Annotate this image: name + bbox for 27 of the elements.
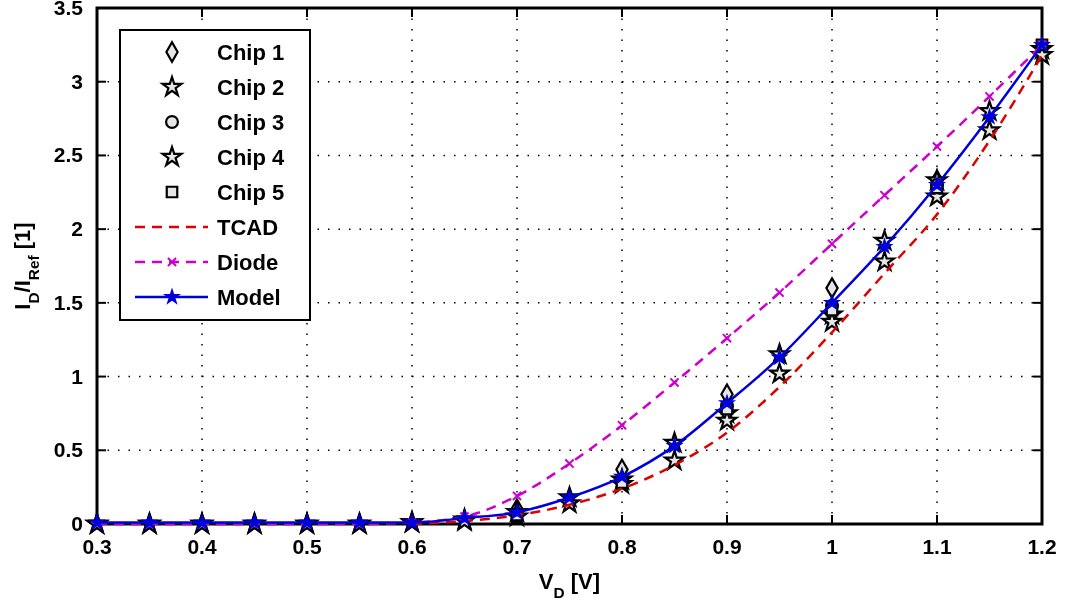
x-tick-label: 1.1 [922,535,952,558]
x-tick-label: 0.9 [712,535,742,558]
legend-label: Model [217,285,281,310]
legend-label: Chip 5 [217,180,285,205]
y-tick-label: 1 [71,364,84,388]
x-tick-label: 1.2 [1027,535,1057,558]
y-tick-label: 3 [71,69,83,93]
x-tick-label: 1 [826,535,839,558]
x-tick-label: 0.6 [397,535,427,558]
y-tick-label: 0.5 [53,438,84,462]
y-tick-label: 2 [71,217,83,241]
y-tick-label: 3.5 [53,0,84,19]
y-tick-label: 2.5 [53,143,84,167]
x-tick-label: 0.5 [292,535,322,558]
x-tick-label: 0.4 [187,535,217,558]
x-axis-title: V$_{D}$ [V] [538,569,601,601]
legend-label: Diode [217,250,279,275]
y-tick-label: 1.5 [53,290,84,314]
legend-label: Chip 3 [217,110,285,135]
legend-label: Chip 4 [217,145,285,170]
legend-label: Chip 1 [217,40,285,65]
y-tick-label: 0 [71,512,83,535]
legend-label: Chip 2 [217,75,285,100]
x-tick-label: 0.7 [502,535,532,558]
x-tick-label: 0.3 [82,535,112,558]
x-tick-label: 0.8 [607,535,637,558]
legend-label: TCAD [217,215,279,240]
